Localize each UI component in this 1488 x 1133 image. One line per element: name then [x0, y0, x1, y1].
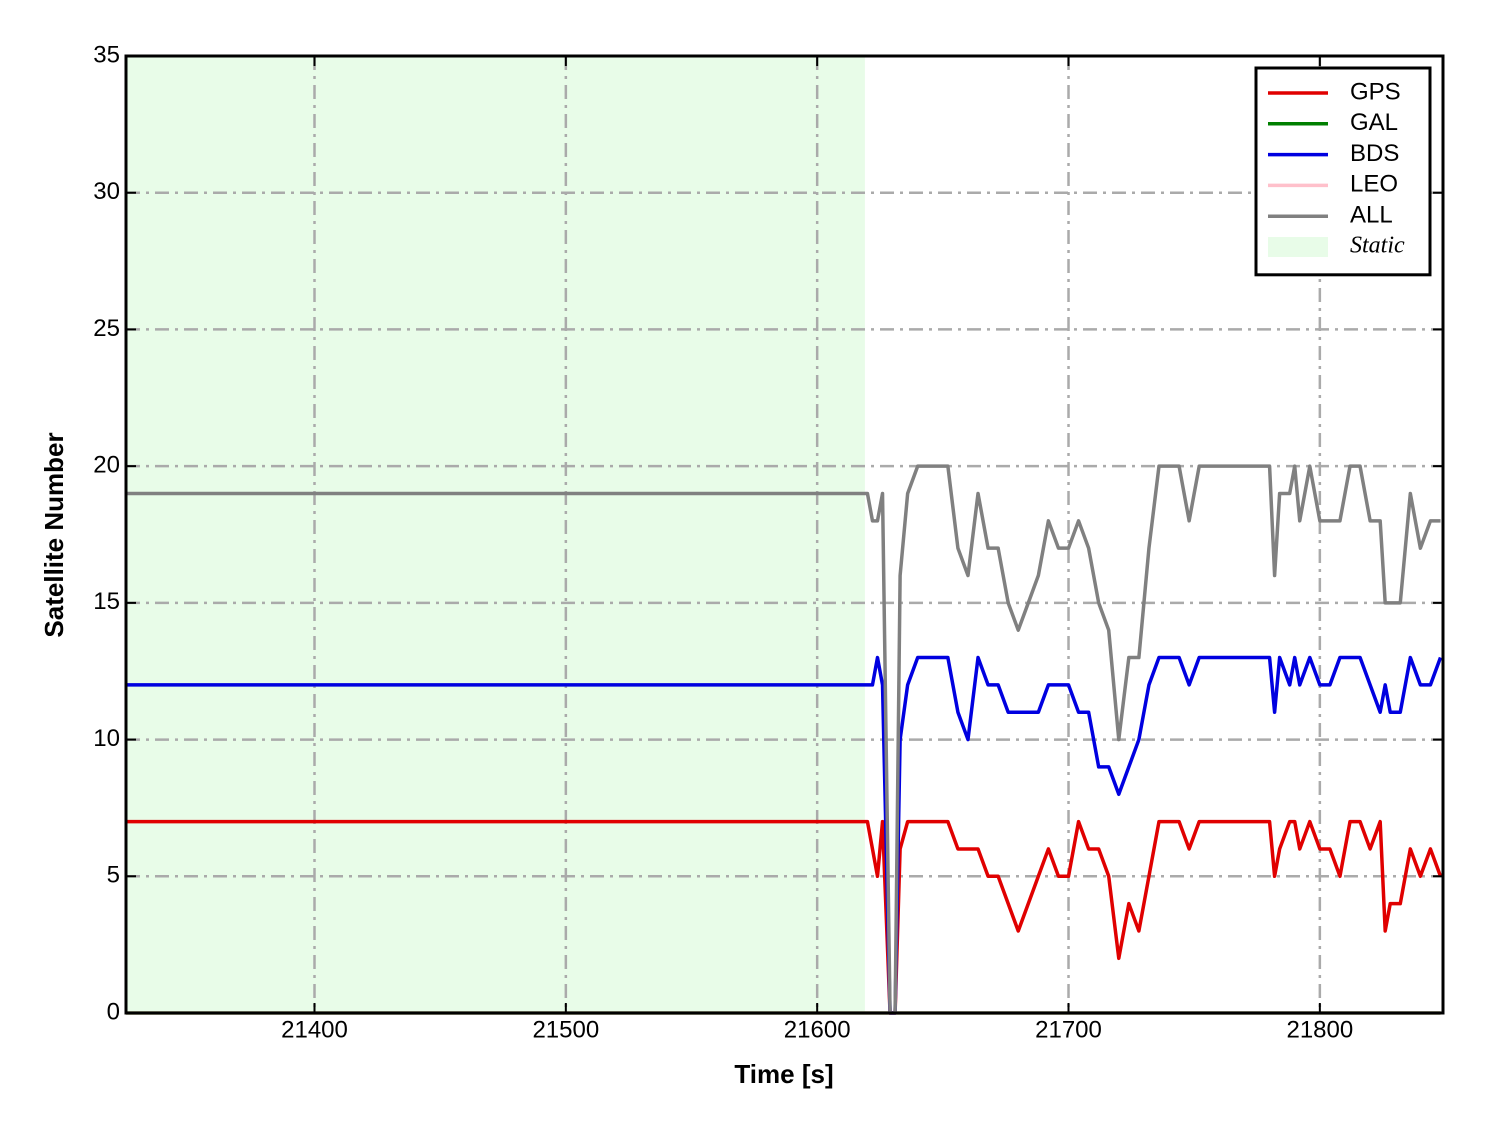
y-tick-label: 35: [93, 41, 120, 68]
series-line: [126, 819, 1443, 1015]
x-tick-label: 21500: [532, 1016, 599, 1043]
legend-label: GAL: [1350, 109, 1398, 136]
legend-label: BDS: [1350, 140, 1399, 167]
legend-label: ALL: [1350, 202, 1393, 229]
legend-label: LEO: [1350, 171, 1398, 198]
y-axis-label: Satellite Number: [39, 432, 69, 637]
y-tick-label: 20: [93, 451, 120, 478]
static-region: [126, 56, 865, 1013]
legend-swatch: [1268, 237, 1328, 257]
legend-label: GPS: [1350, 78, 1401, 105]
y-tick-label: 10: [93, 725, 120, 752]
series-line: [126, 464, 1441, 1015]
x-axis-label: Time [s]: [734, 1059, 833, 1089]
series-line: [126, 655, 1443, 1015]
x-tick-label: 21600: [784, 1016, 851, 1043]
x-tick-label: 21700: [1035, 1016, 1102, 1043]
y-tick-label: 30: [93, 178, 120, 205]
y-tick-label: 0: [107, 998, 120, 1025]
y-tick-label: 5: [107, 862, 120, 889]
legend-label: Static: [1350, 233, 1405, 259]
plot-frame: [124, 54, 1445, 1015]
x-tick-label: 21400: [281, 1016, 348, 1043]
y-tick-label: 15: [93, 588, 120, 615]
x-tick-label: 21800: [1286, 1016, 1353, 1043]
y-tick-label: 25: [93, 315, 120, 342]
